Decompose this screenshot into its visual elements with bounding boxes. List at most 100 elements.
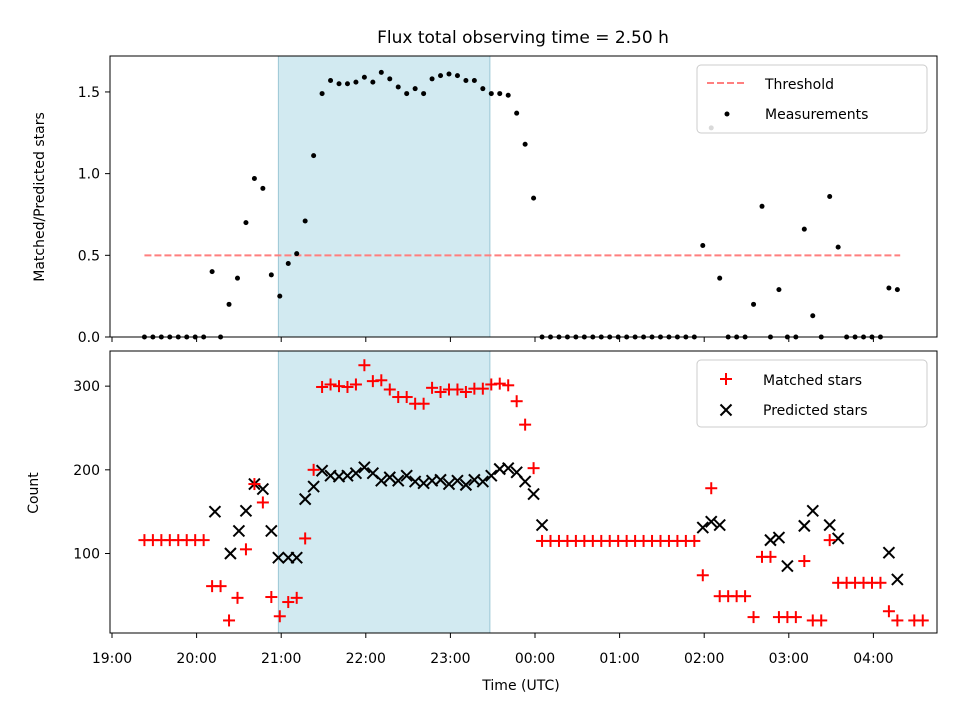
- predicted-star-point: [485, 469, 498, 482]
- matched-star-point: [739, 590, 752, 603]
- top-axes-frame: [109, 55, 938, 338]
- matched-star-point: [493, 377, 506, 390]
- measurement-point: [446, 71, 452, 77]
- matched-star-point: [874, 576, 887, 589]
- measurement-point: [251, 176, 257, 182]
- predicted-star-point: [781, 559, 794, 573]
- predicted-star-point: [307, 480, 320, 493]
- measurement-point: [835, 244, 841, 250]
- matched-star-point: [273, 610, 286, 623]
- measurement-point: [429, 76, 435, 82]
- matched-star-point: [239, 543, 252, 556]
- measurement-point: [438, 73, 444, 79]
- measurement-point: [421, 91, 427, 97]
- predicted-star-point: [476, 475, 490, 488]
- predicted-star-point: [882, 546, 896, 559]
- measurement-point: [302, 218, 308, 224]
- measurement-point: [378, 69, 384, 75]
- bottom-y-tick-label: 300: [73, 379, 100, 395]
- legend-predicted-label: Predicted stars: [763, 403, 868, 419]
- measurement-point: [471, 78, 477, 84]
- top-legend-box: [696, 64, 928, 134]
- matched-star-point: [400, 391, 413, 404]
- matched-star-point: [214, 580, 227, 593]
- matched-star-point: [324, 378, 337, 391]
- top-shaded-interval: [277, 55, 491, 338]
- measurement-point: [454, 73, 460, 79]
- matched-star-point: [197, 534, 210, 547]
- bottom-legend-box: [696, 359, 928, 428]
- matched-stars-points: [138, 359, 929, 627]
- bottom-panel: 100 200 300 19:00 20:00 21:00 22:00 23:00 00:00…: [26, 350, 938, 694]
- legend-matched-label: Matched stars: [763, 373, 862, 389]
- measurement-point: [328, 78, 334, 84]
- predicted-star-point: [208, 505, 222, 518]
- predicted-star-point: [772, 531, 786, 544]
- matched-star-point: [747, 611, 760, 624]
- measurement-point: [776, 287, 782, 293]
- measurement-point: [336, 81, 342, 87]
- x-tick-label: 23:00: [430, 651, 470, 667]
- x-tick-label: 04:00: [853, 651, 893, 667]
- measurement-point: [827, 194, 833, 199]
- measurement-point: [463, 78, 469, 84]
- measurement-point: [886, 285, 892, 291]
- measurement-point: [344, 81, 350, 87]
- predicted-star-point: [705, 515, 718, 528]
- matched-star-point: [696, 569, 709, 582]
- measurement-point: [226, 301, 232, 307]
- measurement-point: [404, 91, 410, 97]
- predicted-star-point: [315, 464, 329, 477]
- predicted-star-point: [713, 518, 726, 532]
- x-tick-label: 20:00: [176, 651, 216, 667]
- matched-star-point: [383, 383, 396, 396]
- bottom-y-axis-label: Count: [26, 472, 42, 514]
- bottom-legend: Matched stars Predicted stars: [696, 359, 928, 428]
- matched-star-point: [299, 532, 312, 545]
- legend-threshold-label: Threshold: [764, 77, 834, 93]
- x-axis-label: Time (UTC): [481, 678, 559, 694]
- matched-star-point: [891, 614, 904, 627]
- matched-star-point: [231, 591, 244, 604]
- measurement-point: [531, 195, 537, 201]
- measurement-point: [311, 153, 317, 159]
- top-y-tick-label: 0.5: [78, 248, 100, 264]
- predicted-star-point: [451, 474, 464, 487]
- predicted-star-point: [459, 478, 473, 492]
- matched-star-point: [476, 382, 489, 395]
- top-title: Flux total observing time = 2.50 h: [377, 28, 669, 48]
- measurement-point: [488, 91, 494, 97]
- predicted-star-point: [831, 532, 845, 545]
- measurement-point: [700, 243, 706, 249]
- legend-measurements-label: Measurements: [765, 107, 868, 123]
- matched-star-point: [882, 605, 895, 618]
- matched-star-point: [248, 478, 261, 491]
- legend-measurements-swatch: [724, 111, 730, 117]
- matched-star-point: [349, 378, 362, 391]
- matched-star-point: [223, 614, 236, 627]
- measurement-point: [361, 74, 367, 80]
- measurement-point: [285, 260, 291, 266]
- x-tick-label: 19:00: [92, 651, 132, 667]
- matched-star-point: [823, 534, 836, 547]
- matched-star-point: [316, 380, 329, 393]
- matched-star-point: [256, 496, 269, 509]
- measurement-point: [387, 76, 393, 82]
- predicted-star-point: [798, 519, 811, 533]
- measurement-point: [497, 91, 503, 97]
- predicted-star-point: [527, 487, 540, 501]
- legend-predicted-swatch: [719, 403, 733, 417]
- matched-star-point: [307, 463, 320, 476]
- bottom-x-ticks: 19:00 20:00 21:00 22:00 23:00 00:00 01:00 02:00…: [92, 633, 894, 667]
- predicted-star-point: [442, 477, 456, 491]
- predicted-star-point: [502, 461, 515, 475]
- predicted-star-point: [256, 482, 270, 496]
- top-y-tick-label: 0.0: [78, 330, 100, 346]
- predicted-star-point: [806, 504, 819, 518]
- measurement-point: [894, 287, 900, 293]
- predicted-star-point: [696, 521, 709, 534]
- x-tick-label: 21:00: [261, 651, 301, 667]
- measurement-point: [234, 275, 240, 281]
- x-tick-label: 02:00: [684, 651, 724, 667]
